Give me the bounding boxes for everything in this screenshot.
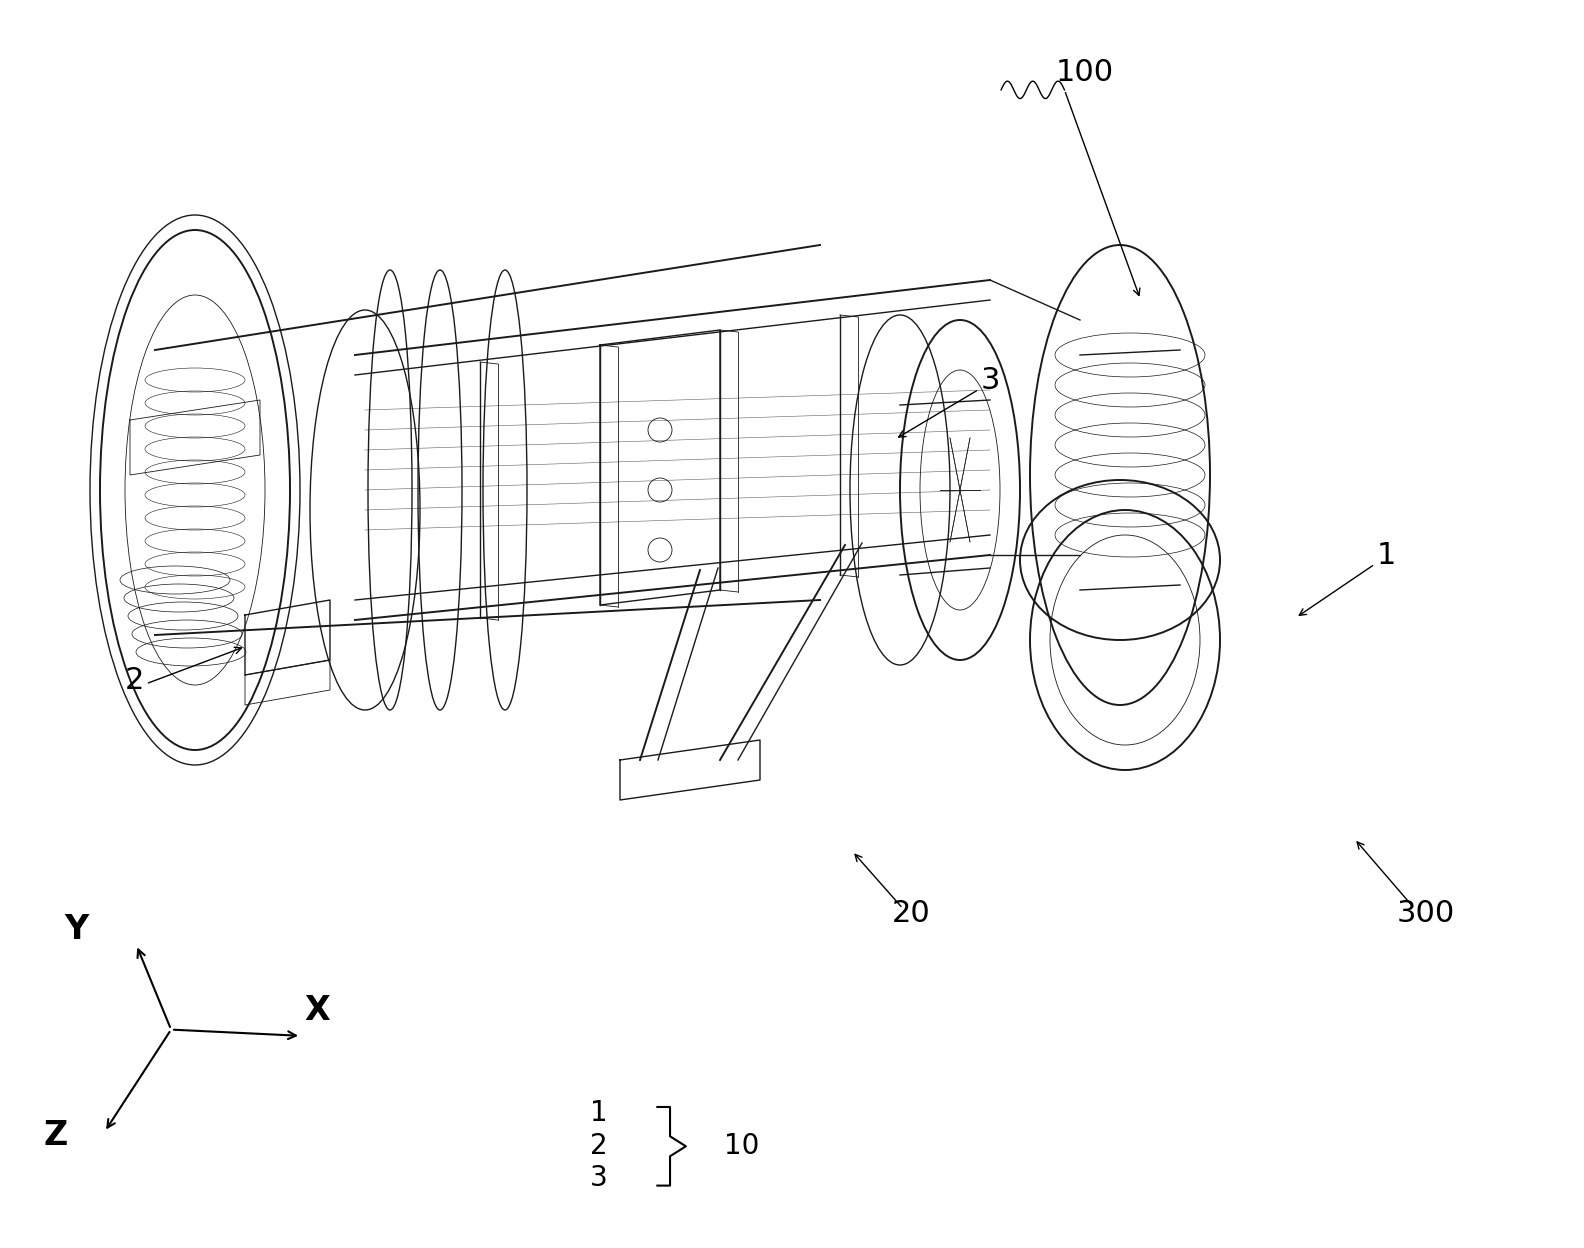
- Text: 20: 20: [892, 899, 930, 929]
- Text: Z: Z: [43, 1119, 68, 1152]
- Text: 10: 10: [724, 1132, 759, 1159]
- Text: Y: Y: [63, 914, 89, 946]
- Text: 3: 3: [980, 366, 1000, 396]
- Text: 300: 300: [1397, 899, 1454, 929]
- Text: 1: 1: [589, 1099, 608, 1127]
- Text: 2: 2: [589, 1132, 608, 1159]
- Text: 1: 1: [1376, 540, 1396, 570]
- Text: X: X: [304, 995, 329, 1027]
- Text: 3: 3: [589, 1164, 608, 1192]
- Text: 2: 2: [125, 665, 144, 695]
- Text: 100: 100: [1057, 57, 1114, 87]
